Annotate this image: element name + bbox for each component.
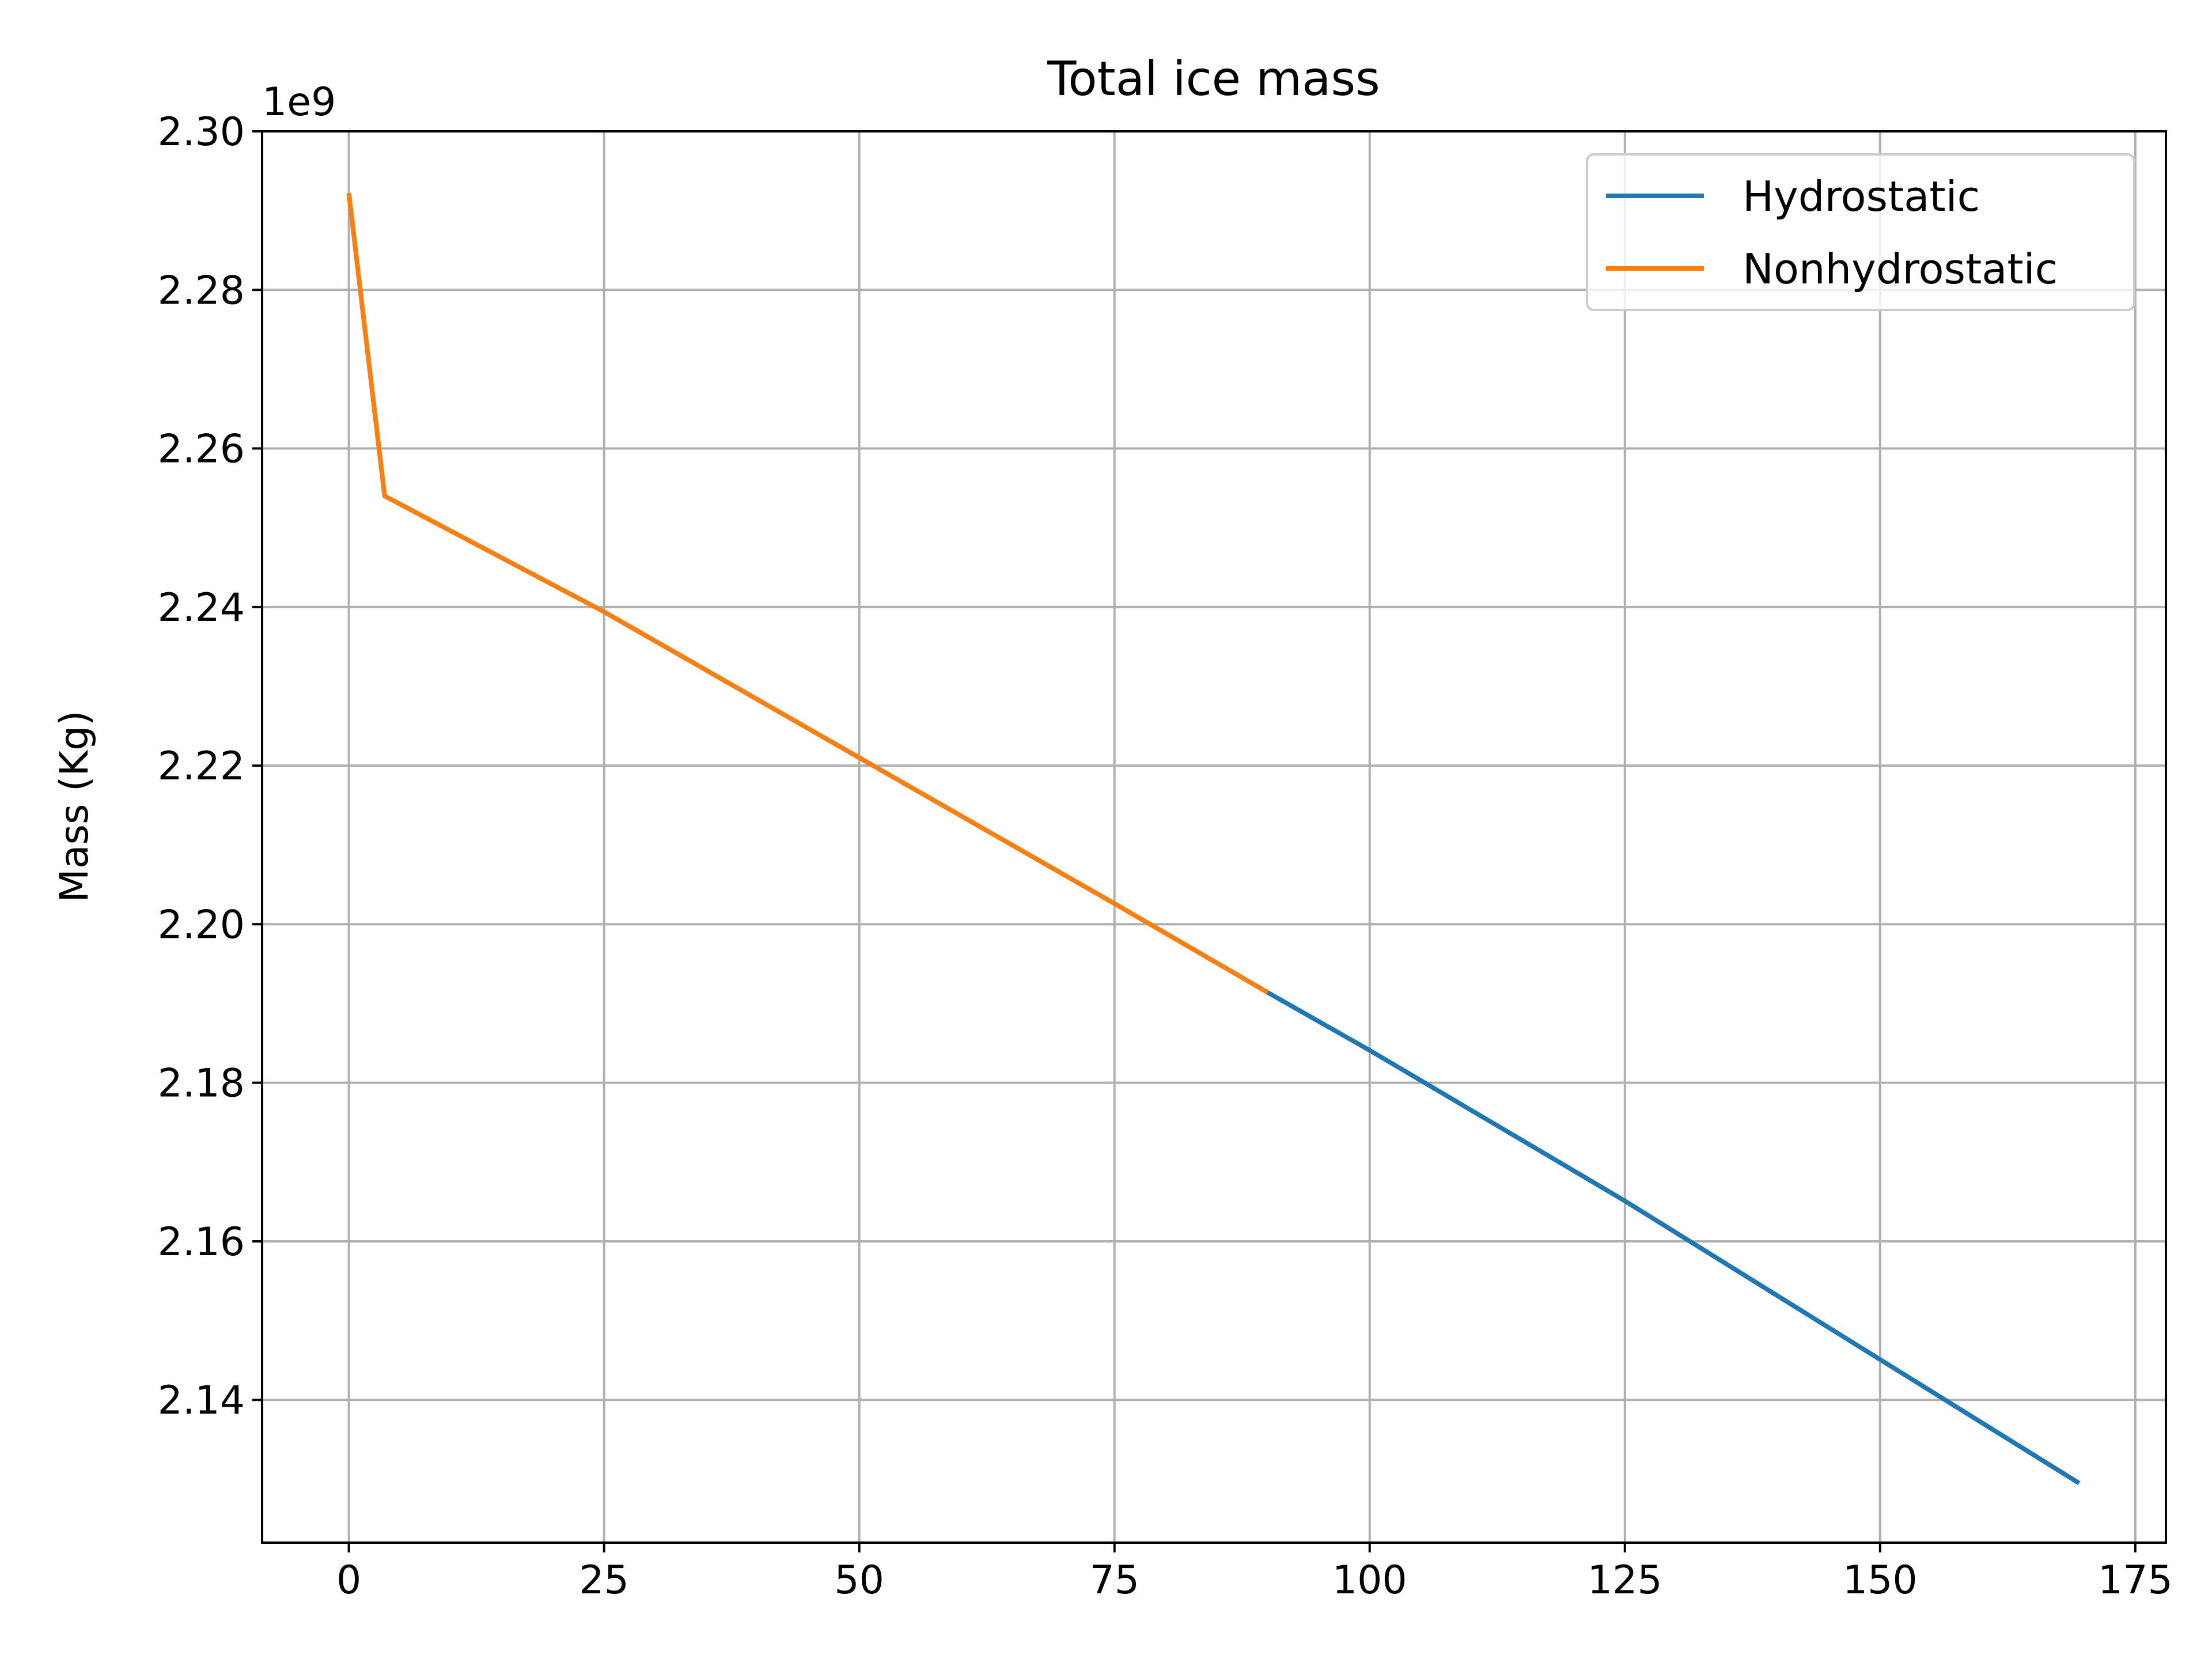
series-line-nonhydrostatic — [346, 192, 1269, 995]
x-tick-label: 50 — [834, 1558, 884, 1603]
grid-lines — [262, 130, 2166, 1543]
chart-title: Total ice mass — [1047, 52, 1380, 107]
y-tick-label: 2.26 — [158, 427, 245, 472]
x-tick-label: 75 — [1089, 1558, 1139, 1603]
x-tick-label: 0 — [336, 1558, 361, 1603]
y-tick-label: 2.28 — [158, 268, 245, 313]
legend: Hydrostatic Nonhydrostatic — [1586, 153, 2135, 311]
axis-ticks: 0 25 50 75 100 125 150 175 2.14 2.16 2.18 2.20 2.22 2… — [158, 109, 2173, 1603]
y-tick-label: 2.24 — [158, 585, 245, 631]
series-lines — [346, 192, 2081, 1486]
y-offset-label: 1e9 — [262, 79, 336, 125]
legend-label: Nonhydrostatic — [1743, 245, 2058, 293]
x-tick-label: 100 — [1332, 1558, 1407, 1603]
x-tick-label: 175 — [2098, 1558, 2173, 1603]
y-tick-label: 2.22 — [158, 744, 245, 789]
legend-box — [1586, 153, 2135, 311]
plot-frame — [261, 130, 2167, 1544]
y-tick-label: 2.30 — [158, 109, 245, 155]
y-tick-label: 2.18 — [158, 1061, 245, 1107]
y-tick-label: 2.20 — [158, 902, 245, 948]
y-axis-label: Mass (Kg) — [52, 710, 97, 903]
x-tick-label: 150 — [1843, 1558, 1918, 1603]
y-tick-label: 2.14 — [158, 1378, 245, 1423]
x-tick-label: 125 — [1588, 1558, 1662, 1603]
legend-label: Hydrostatic — [1743, 172, 1980, 221]
y-tick-label: 2.16 — [158, 1219, 245, 1265]
x-tick-label: 25 — [579, 1558, 629, 1603]
